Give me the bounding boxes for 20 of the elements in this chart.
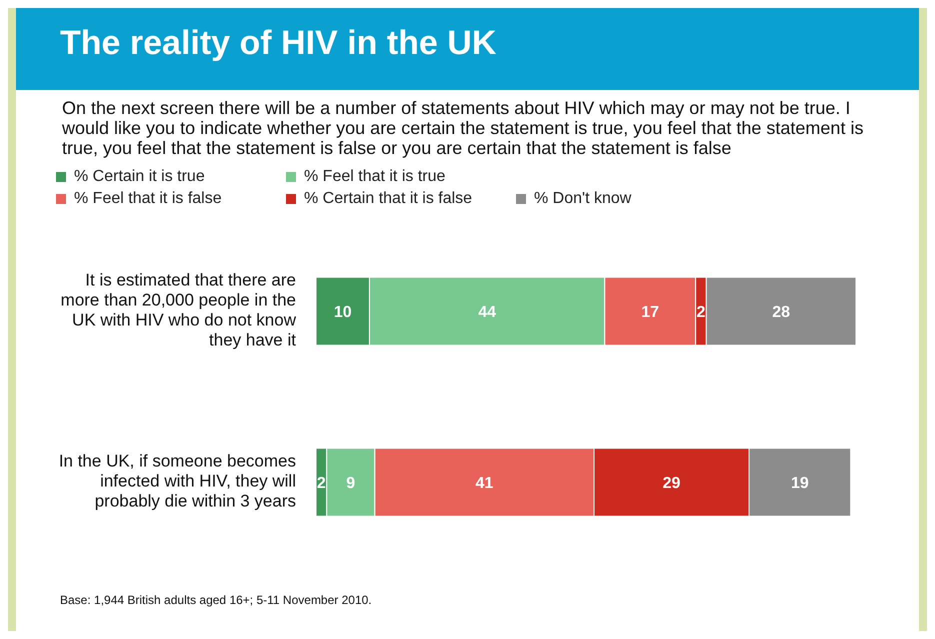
data-label: 44	[478, 304, 496, 321]
legend-label: % Feel that it is true	[304, 168, 446, 186]
legend-label: % Feel that it is false	[74, 190, 222, 208]
data-label: 9	[346, 474, 356, 492]
legend-label: % Certain it is true	[74, 168, 205, 186]
data-label: 10	[334, 304, 352, 321]
chart-title: The reality of HIV in the UK	[16, 8, 919, 90]
legend-label: % Don't know	[534, 190, 632, 208]
text: Base: 1,944 British adults aged 16+; 5-11 November 2010.	[60, 593, 372, 607]
data-label: 2	[696, 304, 706, 321]
chart-subtitle: On the next screen there will be a number of statements about HIV which may or may not be true. I would like you to indicate whether you are certain the statement is true, you feel that the statement is true, you feel that the statement is false or you are certain that the statement is false	[61, 97, 864, 160]
data-label: 29	[662, 474, 681, 492]
data-label: 19	[790, 474, 809, 492]
data-label: 28	[772, 304, 790, 321]
legend-label: % Certain that it is false	[304, 190, 472, 208]
data-label: 41	[476, 474, 494, 492]
data-label: 2	[316, 474, 326, 492]
data-label: 17	[641, 304, 660, 321]
y-tick-label: It is estimated that there are more than 20,000 people in the UK with HIV who do not know they have it	[60, 270, 297, 350]
y-tick-label: In the UK, if someone becomes infected with HIV, they will probably die within 3 years	[58, 452, 296, 511]
